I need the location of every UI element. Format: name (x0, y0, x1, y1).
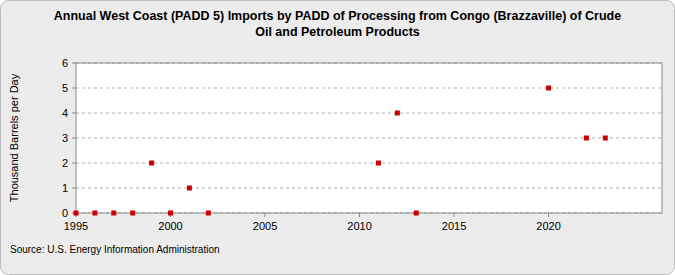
tick-label: 2020 (536, 220, 560, 232)
tick (72, 188, 76, 189)
point (187, 186, 192, 191)
grid-line (76, 163, 662, 164)
tick-label: 4 (62, 107, 68, 119)
tick-label: 6 (62, 57, 68, 69)
tick-label: 3 (62, 132, 68, 144)
tick-label: 5 (62, 82, 68, 94)
point (149, 161, 154, 166)
tick (72, 63, 76, 64)
point (74, 211, 79, 216)
points (74, 86, 608, 216)
tick-label: 2000 (158, 220, 182, 232)
tick (548, 213, 549, 217)
tick (72, 163, 76, 164)
axis-label: Thousand Barrels per Day (8, 73, 20, 202)
grid-line (76, 88, 662, 89)
grid-line (76, 138, 662, 139)
tick-label: 2005 (253, 220, 277, 232)
point (111, 211, 116, 216)
point (206, 211, 211, 216)
point (395, 111, 400, 116)
tick (359, 213, 360, 217)
point (603, 136, 608, 141)
point (414, 211, 419, 216)
plot-frame (76, 63, 662, 213)
tick (72, 113, 76, 114)
background (1, 1, 675, 275)
tick-label: 2015 (442, 220, 466, 232)
tick-label: 2 (62, 157, 68, 169)
source: Source: U.S. Energy Information Administ… (10, 244, 220, 255)
point (130, 211, 135, 216)
grid-line (76, 188, 662, 189)
point (376, 161, 381, 166)
tick-label: 1995 (64, 220, 88, 232)
tick (265, 213, 266, 217)
point (92, 211, 97, 216)
title-line: Annual West Coast (PADD 5) Imports by PA… (54, 9, 621, 23)
grid-line (76, 113, 662, 114)
tick-label: 0 (62, 207, 68, 219)
tick (72, 88, 76, 89)
tick (72, 138, 76, 139)
plot-area (76, 63, 662, 213)
tick (454, 213, 455, 217)
tick-label: 2010 (347, 220, 371, 232)
title: Annual West Coast (PADD 5) Imports by PA… (54, 9, 621, 39)
point (546, 86, 551, 91)
tick-label: 1 (62, 182, 68, 194)
point (584, 136, 589, 141)
chart: Annual West Coast (PADD 5) Imports by PA… (0, 0, 675, 275)
title-line: Oil and Petroleum Products (255, 25, 420, 39)
point (168, 211, 173, 216)
